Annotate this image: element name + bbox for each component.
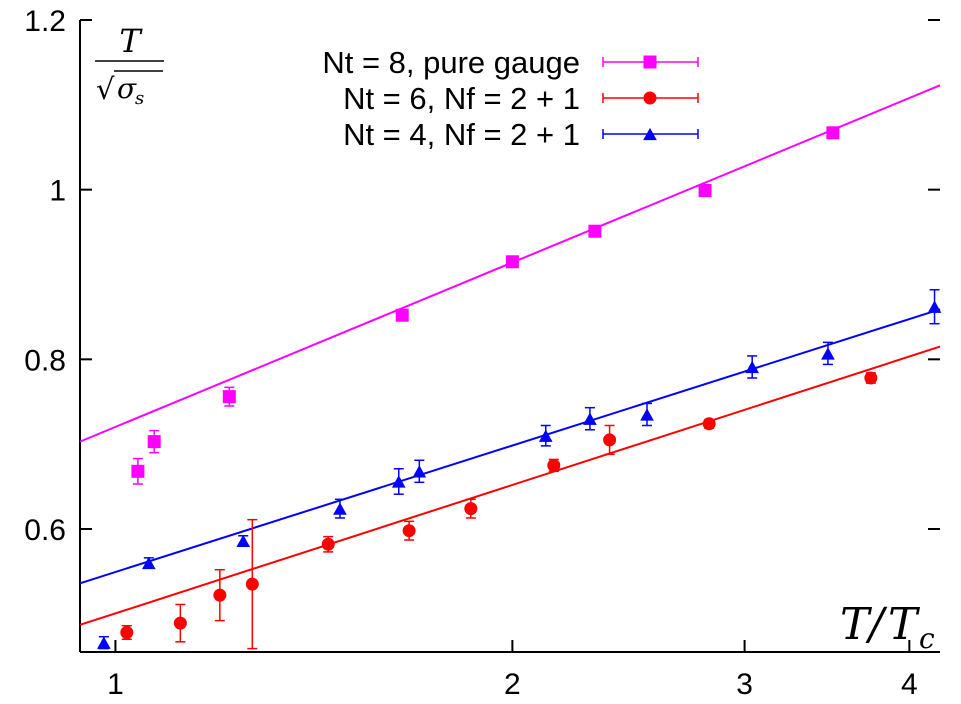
y-tick-label: 0.6 bbox=[24, 514, 66, 547]
triangle-marker bbox=[141, 556, 156, 570]
circle-marker bbox=[643, 91, 657, 105]
data-markers bbox=[97, 126, 942, 649]
square-marker bbox=[147, 435, 161, 449]
y-label-sigma: σ bbox=[117, 72, 137, 105]
x-label-slash: / bbox=[865, 599, 888, 650]
triangle-marker bbox=[333, 502, 347, 515]
triangle-marker bbox=[583, 412, 597, 425]
square-marker bbox=[505, 255, 519, 269]
triangle-marker bbox=[97, 636, 111, 649]
triangle-marker bbox=[538, 429, 553, 442]
square-marker bbox=[698, 184, 712, 198]
circle-marker bbox=[603, 433, 617, 447]
square-marker bbox=[131, 464, 145, 478]
fit-lines bbox=[79, 84, 941, 626]
axes bbox=[79, 20, 940, 653]
x-axis-label: T / T c bbox=[840, 599, 935, 655]
triangle-marker bbox=[391, 475, 406, 488]
circle-marker bbox=[702, 417, 716, 431]
ticks: 0.6 0.8 1 1.2 1 2 3 4 bbox=[24, 5, 940, 701]
square-marker bbox=[395, 308, 409, 322]
x-label-T: T bbox=[840, 599, 873, 650]
y-tick-label: 1.2 bbox=[24, 5, 66, 38]
x-tick-label: 1 bbox=[107, 668, 124, 701]
triangle-marker bbox=[745, 360, 759, 374]
circle-marker bbox=[321, 537, 335, 551]
circle-marker bbox=[245, 577, 259, 591]
y-label-numerator: T bbox=[119, 22, 143, 60]
triangle-marker bbox=[643, 127, 657, 141]
square-marker bbox=[643, 55, 657, 69]
fit-line bbox=[79, 345, 941, 626]
square-marker bbox=[222, 390, 236, 404]
legend-label: Nt = 6, Nf = 2 + 1 bbox=[343, 81, 580, 116]
square-marker bbox=[588, 224, 602, 238]
circle-marker bbox=[213, 588, 227, 602]
triangle-marker bbox=[927, 300, 942, 313]
x-tick-label: 2 bbox=[504, 668, 521, 701]
circle-marker bbox=[120, 625, 134, 639]
x-tick-label: 3 bbox=[736, 668, 753, 701]
triangle-marker bbox=[236, 534, 251, 548]
legend-label: Nt = 4, Nf = 2 + 1 bbox=[343, 117, 580, 152]
fit-line bbox=[79, 308, 941, 585]
x-label-Tc-subscript: c bbox=[919, 622, 935, 655]
y-label-radical: √ bbox=[96, 72, 115, 106]
x-label-Tc: T bbox=[888, 599, 921, 650]
triangle-marker bbox=[412, 465, 427, 478]
x-tick-label: 4 bbox=[901, 668, 918, 701]
square-marker bbox=[826, 126, 840, 140]
circle-marker bbox=[464, 502, 478, 516]
triangle-marker bbox=[640, 408, 654, 421]
circle-marker bbox=[402, 524, 416, 538]
circle-marker bbox=[173, 616, 187, 630]
circle-marker bbox=[547, 458, 561, 472]
triangle-marker bbox=[821, 347, 835, 360]
y-label-sigma-subscript: s bbox=[135, 88, 144, 109]
y-tick-label: 1 bbox=[49, 175, 66, 208]
y-tick-label: 0.8 bbox=[24, 344, 66, 377]
error-bars bbox=[98, 128, 940, 650]
legend-label: Nt = 8, pure gauge bbox=[322, 45, 580, 80]
y-axis-label: T √ σ s bbox=[95, 22, 164, 109]
circle-marker bbox=[864, 371, 878, 385]
